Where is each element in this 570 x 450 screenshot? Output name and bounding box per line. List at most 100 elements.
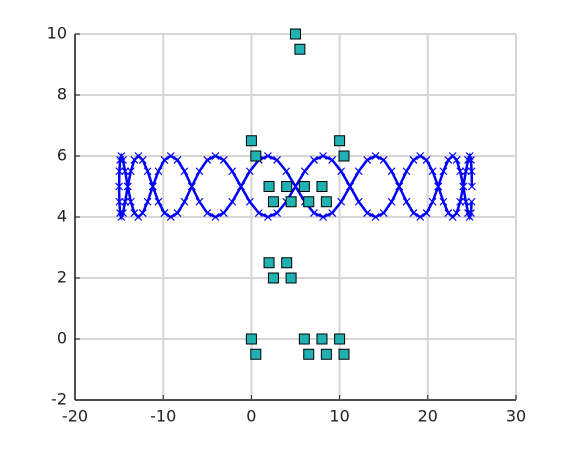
x-marker bbox=[237, 182, 245, 191]
y-tick-label: 2 bbox=[57, 268, 67, 287]
x-marker bbox=[121, 167, 130, 176]
x-marker bbox=[123, 182, 132, 191]
x-marker bbox=[119, 209, 127, 217]
x-marker bbox=[461, 197, 470, 206]
x-marker bbox=[195, 167, 204, 176]
x-marker bbox=[130, 156, 139, 164]
square-marker bbox=[334, 135, 346, 147]
square-marker bbox=[338, 150, 350, 162]
x-marker bbox=[319, 213, 328, 221]
x-marker bbox=[328, 156, 337, 164]
x-marker bbox=[395, 182, 404, 191]
x-marker bbox=[173, 209, 182, 217]
x-marker bbox=[300, 167, 309, 176]
x-marker bbox=[119, 156, 127, 164]
x-marker bbox=[154, 197, 163, 206]
x-marker bbox=[115, 182, 124, 191]
x-marker bbox=[465, 152, 474, 160]
x-marker bbox=[166, 213, 175, 221]
x-marker bbox=[354, 197, 363, 206]
x-marker bbox=[282, 167, 291, 176]
x-marker bbox=[416, 213, 425, 221]
x-marker bbox=[228, 167, 237, 176]
square-marker bbox=[320, 348, 332, 360]
x-marker bbox=[263, 152, 272, 160]
x-marker bbox=[117, 152, 126, 160]
x-marker bbox=[245, 167, 254, 176]
x-marker bbox=[245, 197, 254, 206]
square-marker bbox=[267, 196, 279, 208]
x-marker bbox=[166, 152, 175, 160]
square-marker bbox=[298, 333, 310, 345]
square-marker bbox=[263, 257, 275, 269]
x-marker bbox=[115, 167, 124, 176]
x-marker bbox=[416, 152, 425, 160]
x-marker bbox=[409, 156, 418, 164]
square-marker bbox=[303, 348, 315, 360]
x-marker bbox=[467, 209, 475, 217]
x-tick-label: 30 bbox=[506, 407, 526, 426]
x-marker bbox=[143, 197, 152, 206]
x-marker bbox=[138, 209, 147, 217]
x-marker bbox=[461, 167, 470, 176]
square-marker bbox=[298, 181, 310, 192]
x-marker bbox=[180, 167, 189, 176]
x-marker bbox=[148, 182, 157, 191]
y-tick-label: -2 bbox=[51, 390, 67, 409]
square-marker bbox=[245, 333, 257, 345]
y-tick-label: 8 bbox=[57, 85, 67, 104]
x-marker bbox=[346, 182, 354, 191]
x-marker bbox=[464, 209, 472, 217]
square-marker bbox=[250, 348, 262, 360]
x-marker bbox=[467, 197, 476, 206]
x-marker bbox=[211, 213, 220, 221]
x-marker bbox=[219, 209, 228, 217]
x-tick-label: 10 bbox=[329, 407, 349, 426]
square-marker bbox=[334, 333, 346, 345]
x-marker bbox=[273, 156, 281, 164]
x-marker bbox=[154, 167, 163, 176]
square-marker bbox=[245, 135, 257, 147]
x-marker bbox=[422, 209, 431, 217]
x-marker bbox=[173, 156, 182, 164]
x-marker bbox=[428, 167, 437, 176]
x-marker bbox=[263, 213, 272, 221]
x-marker bbox=[228, 197, 237, 206]
square-marker bbox=[263, 181, 275, 192]
y-tick-label: 0 bbox=[57, 329, 67, 348]
x-marker bbox=[291, 182, 300, 191]
y-tick-label: 10 bbox=[47, 24, 67, 43]
x-marker bbox=[464, 156, 472, 164]
x-marker bbox=[422, 156, 431, 164]
x-marker bbox=[310, 156, 318, 164]
x-marker bbox=[115, 197, 124, 206]
x-marker bbox=[402, 167, 411, 176]
x-marker bbox=[203, 156, 212, 164]
x-marker bbox=[143, 167, 152, 176]
x-marker bbox=[371, 213, 380, 221]
x-tick-label: -20 bbox=[62, 407, 88, 426]
x-marker bbox=[319, 152, 328, 160]
square-marker bbox=[303, 196, 315, 208]
square-marker bbox=[285, 272, 297, 284]
x-marker bbox=[116, 209, 124, 217]
x-marker bbox=[337, 197, 346, 206]
x-marker bbox=[456, 167, 465, 176]
x-marker bbox=[121, 197, 130, 206]
x-marker bbox=[363, 209, 372, 217]
y-tick-label: 4 bbox=[57, 207, 67, 226]
x-marker bbox=[456, 197, 465, 206]
x-marker bbox=[180, 197, 189, 206]
x-marker bbox=[160, 156, 169, 164]
x-marker bbox=[439, 197, 448, 206]
square-marker bbox=[281, 181, 293, 192]
x-marker bbox=[126, 167, 135, 176]
x-marker bbox=[379, 209, 388, 217]
x-marker bbox=[211, 152, 220, 160]
square-marker bbox=[316, 181, 328, 192]
square-marker bbox=[320, 196, 332, 208]
square-marker bbox=[250, 150, 262, 162]
x-marker bbox=[195, 197, 204, 206]
x-marker bbox=[467, 167, 476, 176]
x-marker bbox=[452, 156, 461, 164]
